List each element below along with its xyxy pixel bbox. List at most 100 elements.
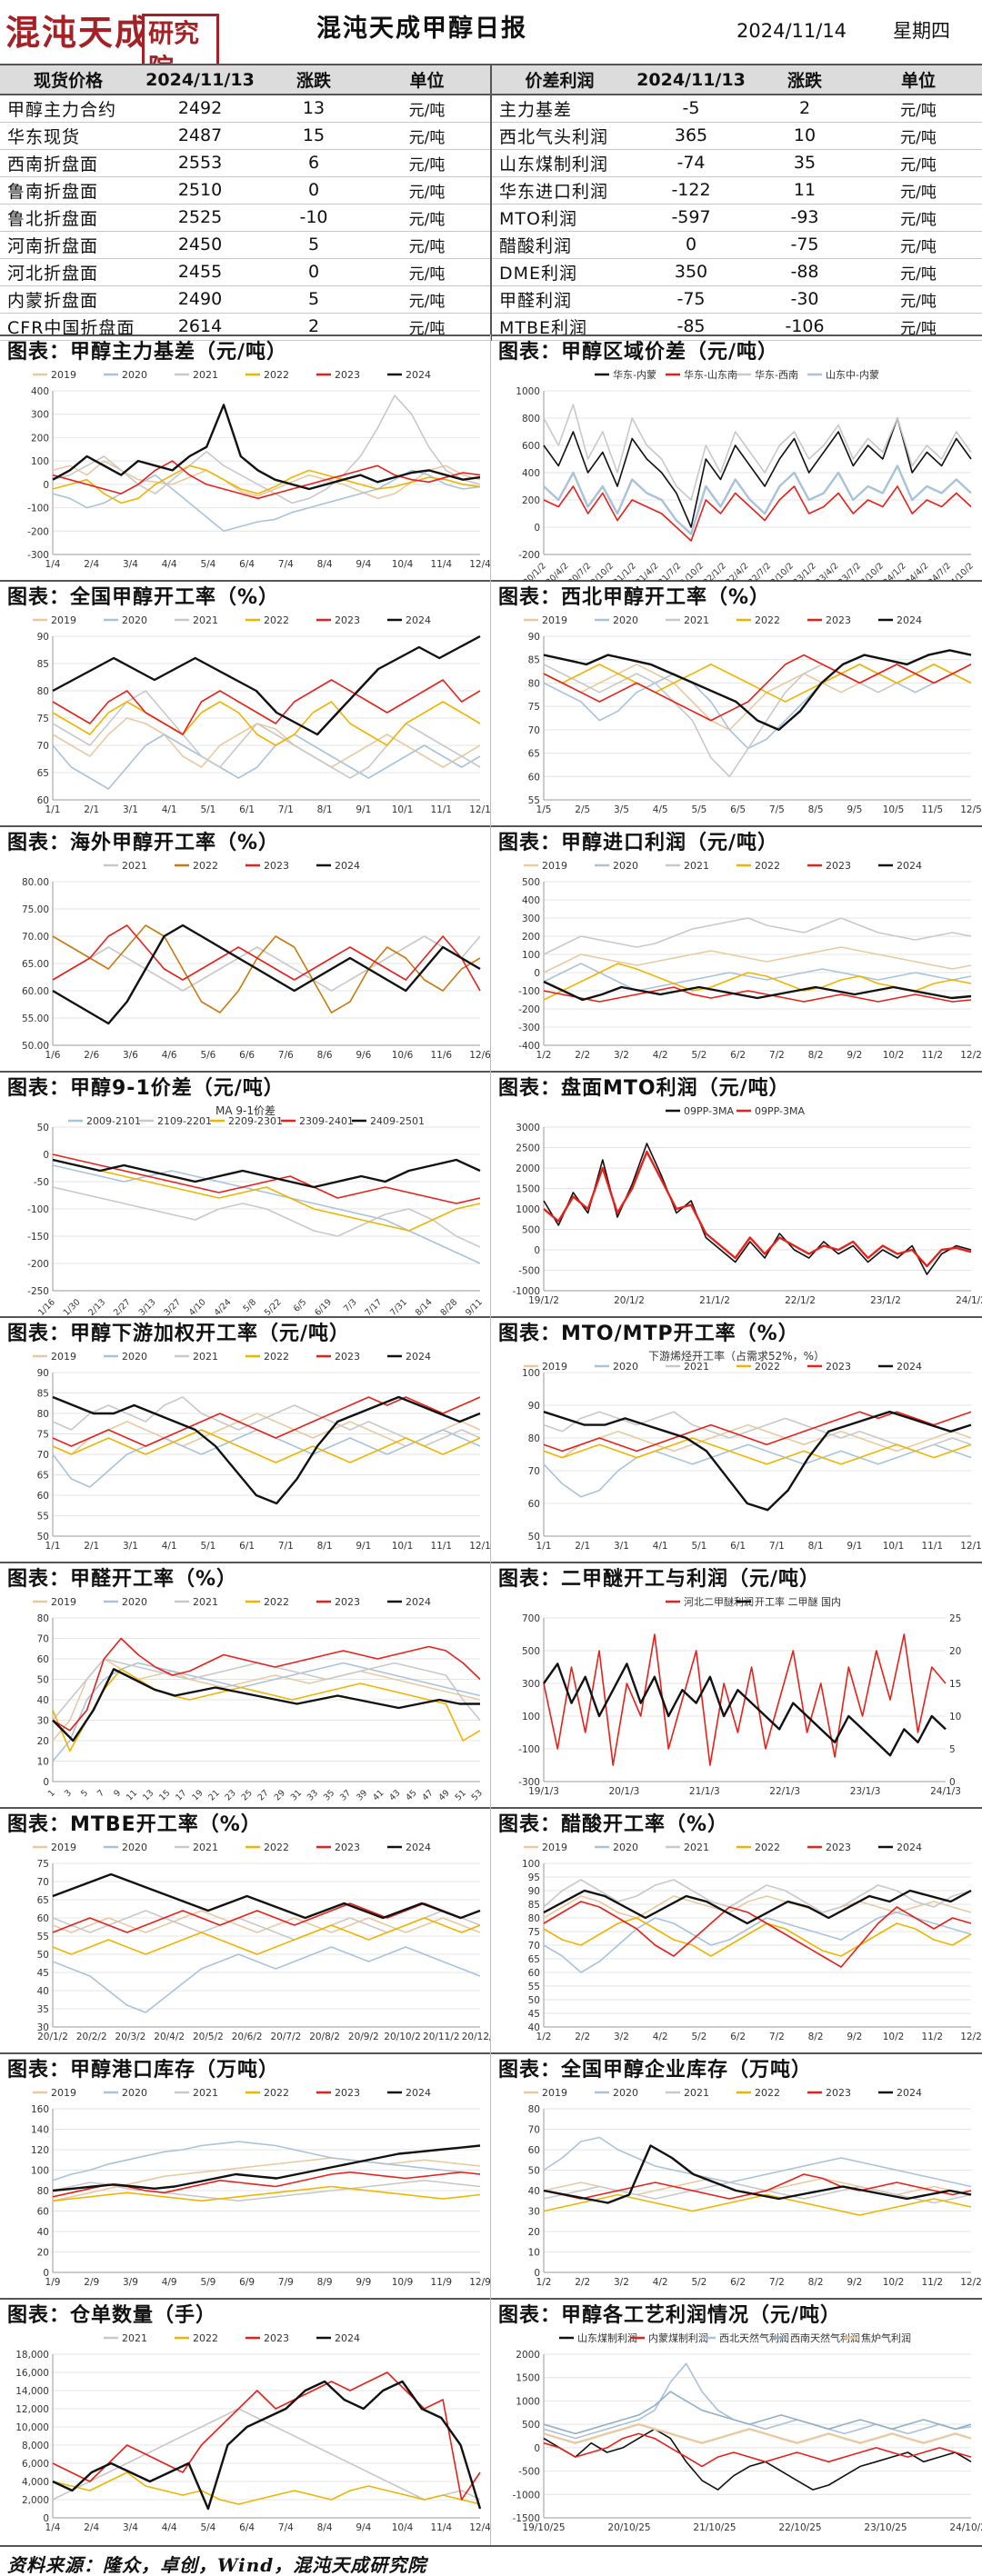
table-cell: 元/吨 bbox=[855, 175, 982, 205]
x-tick-label: 12/2 bbox=[960, 2032, 982, 2042]
y-tick-label: 300 bbox=[522, 914, 540, 924]
x-tick-label: 10/9 bbox=[392, 2277, 414, 2288]
chart-title: 图表：甲醇各工艺利润情况（元/吨） bbox=[498, 2304, 842, 2327]
x-tick-label: 24/1/3 bbox=[930, 1786, 961, 1797]
x-tick-label: 11/4 bbox=[430, 2522, 452, 2533]
x-tick-label: 20/8/2 bbox=[309, 2032, 340, 2042]
chart-svg: 2021 2022 2023 2024 18,000 16,000 14,000 12,000… bbox=[15, 2332, 491, 2533]
x-tick-label: 6/19 bbox=[313, 1297, 334, 1318]
y-tick-label: 50 bbox=[37, 1123, 49, 1133]
series-line-3 bbox=[543, 2391, 972, 2435]
table-cell: 6 bbox=[264, 148, 364, 177]
legend-label: 2019 bbox=[51, 2087, 76, 2099]
legend-label: 2021 bbox=[193, 1596, 218, 1608]
x-tick-label: 3/9 bbox=[123, 2277, 138, 2288]
y-tick-label: 200 bbox=[522, 932, 540, 943]
chart-svg: 华东-内蒙 华东-山东南 华东-西南 山东中-内蒙 1000 800 600 400 200 0 -… bbox=[516, 369, 976, 582]
series-line-4 bbox=[543, 654, 972, 722]
y-tick-label: -300 bbox=[27, 550, 49, 561]
x-tick-label: 11/9 bbox=[430, 2277, 452, 2288]
y-tick-label: 120 bbox=[31, 2145, 49, 2156]
chart-panel: 图表：全国甲醇企业库存（万吨） 2019 2020 2021 2022 2023 2024 8… bbox=[491, 2054, 982, 2300]
table-row: 河北折盘面 2455 0 元/吨 DME利润 350 -88 元/吨 bbox=[0, 257, 982, 286]
y-tick-label: 1500 bbox=[516, 1184, 540, 1195]
y-tick-label: 20 bbox=[37, 1736, 49, 1747]
legend-label: 2023 bbox=[335, 614, 360, 626]
legend-label: 2021 bbox=[193, 614, 218, 626]
legend-entry: 2020 bbox=[104, 2087, 147, 2099]
series-line-2 bbox=[52, 1159, 481, 1232]
series-line-5 bbox=[543, 2144, 972, 2204]
chart-panel: 图表：甲醇9-1价差（元/吨） MA 9-1价差 2009-2101 2109-220… bbox=[0, 1073, 491, 1318]
y-tick-label: 140 bbox=[31, 2125, 49, 2136]
x-tick-label: 49 bbox=[436, 1788, 451, 1802]
x-tick-label: 20/4/2 bbox=[154, 2032, 185, 2042]
chart-svg: 2021 2022 2023 2024 80.00 75.00 70.00 65.00 60.0… bbox=[22, 860, 491, 1061]
x-tick-label: 4/2 bbox=[653, 1050, 668, 1061]
legend-entry: 2021 bbox=[175, 2087, 218, 2099]
y-tick-label: 60 bbox=[37, 1913, 49, 1924]
series-line-4 bbox=[52, 1637, 481, 1732]
chart-title: 图表：盘面MTO利润（元/吨） bbox=[498, 1077, 790, 1100]
x-tick-label: 1/30 bbox=[62, 1297, 83, 1318]
y-tick-label: 40 bbox=[37, 2227, 49, 2238]
y-tick-label: 0 bbox=[43, 1777, 49, 1788]
x-tick-label: 7/31 bbox=[388, 1297, 409, 1318]
y-tick-label: 10 bbox=[37, 1757, 49, 1768]
legend-label: 焦炉气利润 bbox=[861, 2332, 911, 2344]
chart-panel: 图表：二甲醚开工与利润（元/吨） 河北二甲醚利润 开工率 二甲醚 国内 700 500 3… bbox=[491, 1563, 982, 1809]
chart-svg: 河北二甲醚利润 开工率 二甲醚 国内700500300100-100-300252… bbox=[518, 1596, 961, 1797]
y-tick-label: 40 bbox=[528, 2022, 540, 2033]
legend-label: 2023 bbox=[826, 1842, 851, 1853]
legend-entry: 西南天然气利润 bbox=[772, 2332, 860, 2344]
x-tick-label: 7/6 bbox=[278, 1050, 294, 1061]
series-line-3 bbox=[52, 464, 481, 504]
source-footer: 资料来源：隆众，卓创，Wind，混沌天成研究院 bbox=[0, 2545, 982, 2576]
x-tick-label: 4/4 bbox=[162, 2522, 177, 2533]
legend-label: 2019 bbox=[542, 2087, 567, 2099]
x-tick-label: 10/1 bbox=[883, 1541, 905, 1552]
x-tick-label: 1/2 bbox=[536, 2032, 552, 2042]
legend-label: 2409-2501 bbox=[370, 1115, 425, 1127]
x-tick-label: 12/1 bbox=[960, 1541, 982, 1552]
x-tick-label: 8/2 bbox=[808, 2032, 824, 2042]
legend-entry: 2023 bbox=[316, 1842, 360, 1853]
legend-label: 2021 bbox=[684, 1361, 709, 1373]
x-tick-label: 20/7/2 bbox=[270, 2032, 301, 2042]
legend-label: 2024 bbox=[335, 2332, 360, 2344]
x-tick-label: 21/7/2 bbox=[656, 561, 683, 582]
source-text: 资料来源：隆众，卓创，Wind，混沌天成研究院 bbox=[7, 2554, 427, 2576]
y-tick-label: 55 bbox=[528, 795, 540, 806]
legend-entry: 2020 bbox=[595, 614, 638, 626]
x-tick-label: 51 bbox=[454, 1788, 468, 1802]
legend-entry: 2020 bbox=[104, 369, 147, 381]
series-line-2 bbox=[52, 394, 481, 504]
legend-entry: 2021 bbox=[666, 2087, 709, 2099]
legend-label: 2021 bbox=[684, 1842, 709, 1853]
series-line-1 bbox=[52, 2471, 481, 2505]
legend-label: 2024 bbox=[406, 1842, 431, 1853]
x-tick-label: 43 bbox=[387, 1788, 402, 1802]
legend-label: 2023 bbox=[335, 1596, 360, 1608]
header-cell: 现货价格 bbox=[0, 64, 136, 95]
x-tick-label: 1/1 bbox=[536, 1541, 552, 1552]
legend-entry: 2024 bbox=[316, 860, 360, 872]
chart-title: 图表：全国甲醇企业库存（万吨） bbox=[498, 2059, 813, 2082]
x-tick-label: 24/1/2 bbox=[956, 1295, 982, 1306]
series-line-4 bbox=[52, 679, 481, 735]
table-cell: 甲醇主力合约 bbox=[0, 94, 136, 123]
series-line-1 bbox=[543, 664, 972, 750]
y-tick-label: -100 bbox=[518, 986, 540, 997]
x-tick-label: 21/1/2 bbox=[699, 1295, 730, 1306]
x-tick-label: 33 bbox=[306, 1788, 320, 1802]
y-tick-label: 40 bbox=[37, 1986, 49, 1997]
y-tick-label: 100 bbox=[522, 1712, 540, 1722]
y2-tick-label: 0 bbox=[949, 1777, 956, 1788]
y-tick-label: 90 bbox=[528, 632, 540, 643]
chart-svg: 2019 2020 2021 2022 2023 2024 80 70 60 50 40 30 20 10… bbox=[524, 2087, 982, 2288]
legend-entry: 山东中-内蒙 bbox=[807, 369, 879, 381]
x-tick-label: 22/10/25 bbox=[778, 2522, 821, 2533]
legend-label: 西南天然气利润 bbox=[790, 2332, 860, 2344]
x-tick-label: 1/16 bbox=[36, 1297, 57, 1318]
y-tick-label: 85 bbox=[528, 1900, 540, 1911]
